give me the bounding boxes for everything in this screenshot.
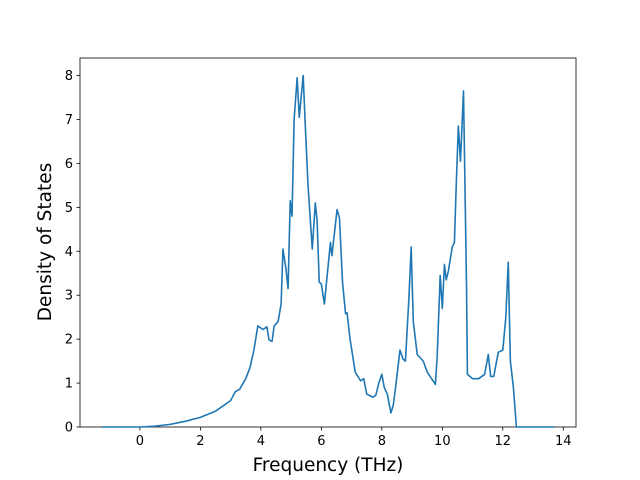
y-tick-label: 1 — [65, 377, 73, 392]
x-tick-label: 0 — [136, 434, 144, 449]
y-tick-label: 3 — [65, 289, 73, 304]
x-axis-label: Frequency (THz) — [253, 455, 404, 476]
x-tick-label: 2 — [196, 434, 204, 449]
line-series — [102, 74, 555, 428]
y-axis-label: Density of States — [35, 163, 56, 322]
x-tick-label: 4 — [257, 434, 265, 449]
x-tick-label: 12 — [495, 434, 512, 449]
x-tick-label: 14 — [555, 434, 572, 449]
plot-frame — [79, 57, 577, 428]
y-tick-label: 4 — [65, 245, 73, 260]
y-tick-label: 2 — [65, 333, 73, 348]
y-tick-label: 0 — [65, 421, 73, 436]
y-tick-label: 6 — [65, 157, 73, 172]
y-tick-label: 5 — [65, 201, 73, 216]
x-tick-label: 8 — [378, 434, 386, 449]
y-tick-label: 7 — [65, 113, 73, 128]
x-tick-label: 6 — [317, 434, 325, 449]
y-tick-label: 8 — [65, 69, 73, 84]
x-tick-label: 10 — [434, 434, 451, 449]
